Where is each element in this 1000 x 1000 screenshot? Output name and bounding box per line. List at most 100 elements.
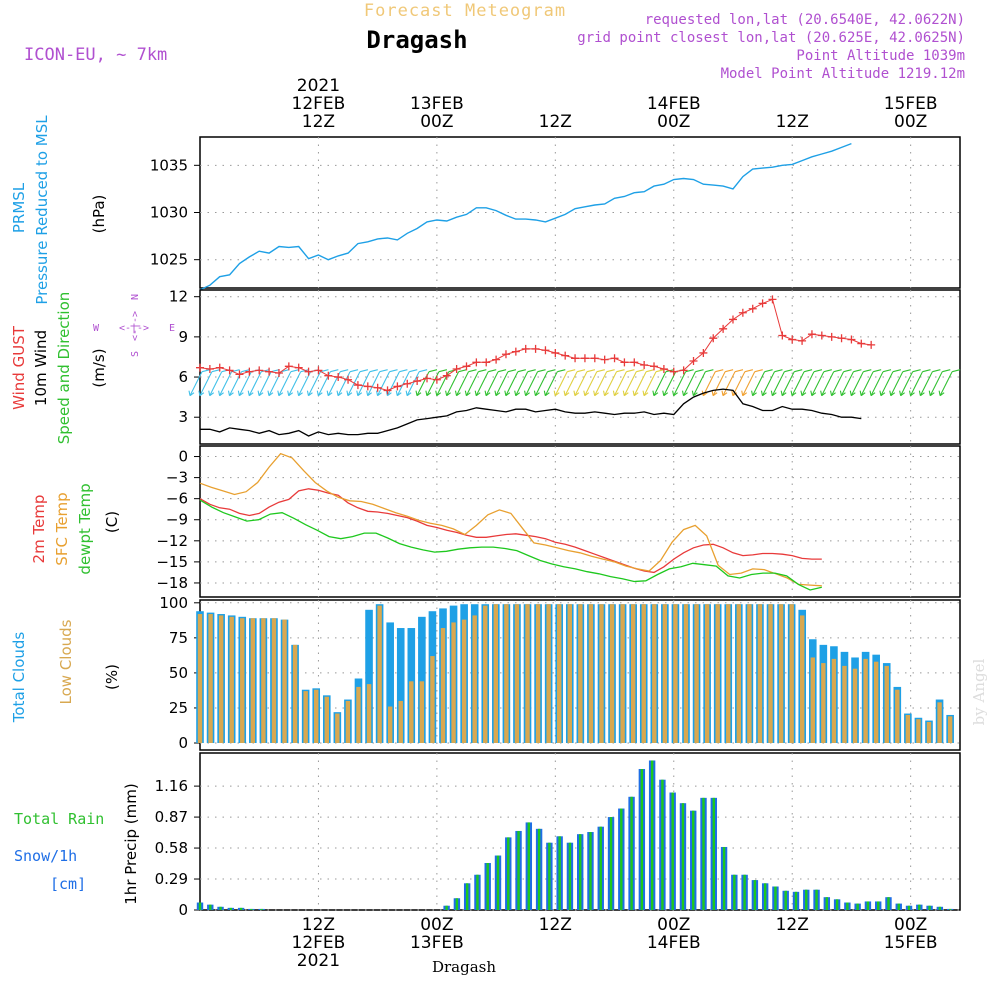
- wind-barb-head: [239, 392, 244, 397]
- gust-marker: [709, 334, 718, 343]
- wind-barb-flag: [873, 369, 882, 373]
- wind-barb-flag: [201, 369, 211, 373]
- wind-barb: [465, 371, 479, 396]
- wind-barb-flag: [241, 369, 250, 373]
- wind-barb-head: [810, 390, 813, 396]
- wind-barb-head: [375, 390, 379, 396]
- time-label-top: 12Z: [539, 112, 572, 132]
- wind-barb-head: [554, 392, 560, 397]
- low-cloud-bar: [324, 696, 329, 743]
- wind-barb: [515, 371, 529, 396]
- low-cloud-bar: [398, 700, 403, 743]
- wind-barb: [732, 371, 746, 396]
- wind-barb: [525, 371, 539, 396]
- wind-barb-head: [751, 390, 754, 396]
- wind-barb: [584, 371, 598, 396]
- wind-barb: [248, 371, 262, 396]
- wind-barb-flag: [547, 369, 556, 373]
- panel-frame: [199, 289, 961, 445]
- wind-barb-flag: [892, 369, 902, 373]
- low-cloud-bar: [884, 665, 889, 743]
- rain-bar: [579, 834, 582, 910]
- gust-marker: [738, 308, 747, 317]
- rain-bar: [517, 830, 520, 910]
- plot-panels: 1025 1030 1035 3 6 9 12 0 −3 −6 −9 −12 −15 −18 0 25 50 75…: [150, 76, 961, 971]
- wind-barb-flag: [685, 369, 694, 373]
- rain-bar: [548, 842, 551, 910]
- wind-barb-head: [366, 390, 369, 396]
- wind-barb-head: [464, 390, 467, 396]
- low-cloud-bar: [683, 604, 689, 743]
- low-cloud-bar: [831, 658, 837, 743]
- wind-barb: [278, 371, 292, 396]
- wind-barb-head: [277, 390, 280, 396]
- wind-barb-head: [258, 392, 264, 397]
- wind-barb-head: [564, 392, 570, 397]
- rain-bar: [815, 889, 818, 910]
- low-cloud-bar: [726, 604, 731, 743]
- wind-barb-head: [227, 390, 231, 396]
- wind-barb-flag: [843, 369, 852, 373]
- gust-marker: [788, 335, 797, 344]
- rain-bar: [712, 797, 715, 910]
- low-cloud-bar: [652, 604, 657, 743]
- gust-marker: [699, 348, 708, 357]
- wind-barb-flag: [754, 369, 763, 373]
- wind-barb-head: [367, 392, 372, 397]
- wind-10m-label: 10m Wind: [32, 330, 50, 406]
- wind-barb-flag: [211, 369, 221, 373]
- wind-barb-head: [426, 392, 432, 397]
- rain-bar: [650, 760, 654, 910]
- wind-barb-head: [405, 390, 408, 396]
- wind-barb-head: [653, 392, 659, 397]
- precip-ylabel: 1hr Precip (mm): [122, 783, 140, 904]
- wind-barb: [337, 371, 351, 396]
- time-label-top: 00Z: [657, 112, 690, 132]
- wind-barb-flag: [419, 369, 428, 373]
- wind-barb-head: [890, 392, 896, 397]
- wind-barb: [367, 371, 381, 396]
- wind-barb-head: [377, 392, 382, 397]
- wind-barb: [771, 371, 785, 396]
- wind-barb-flag: [280, 369, 290, 373]
- low-cloud-bar: [240, 618, 245, 743]
- wind-barb-head: [504, 390, 507, 396]
- wind-barb-head: [859, 390, 862, 396]
- low-cloud-bar: [546, 604, 551, 743]
- gust-marker: [363, 382, 372, 391]
- low-cloud-bar: [789, 604, 794, 743]
- wind-barb-head: [337, 392, 343, 397]
- wind-barb-flag: [626, 369, 635, 373]
- wind-barb: [860, 371, 874, 396]
- wind-barb-flag: [636, 369, 645, 373]
- wind-barb-head: [288, 392, 294, 397]
- wind-barb-flag: [290, 369, 299, 373]
- total-cloud-bar: [418, 616, 426, 743]
- low-cloud-bar: [662, 604, 668, 743]
- wind-barb-head: [780, 390, 783, 396]
- wind-barb-head: [920, 392, 925, 397]
- low-cloud-bar: [430, 656, 435, 743]
- y-tick-label: 1035: [150, 156, 188, 174]
- rain-bar: [476, 874, 479, 910]
- wind-unit: (m/s): [90, 348, 108, 387]
- wind-barb-head: [474, 390, 477, 396]
- gust-marker: [324, 371, 333, 380]
- wind-barb-flag: [488, 369, 497, 373]
- wind-barb-flag: [724, 369, 734, 373]
- temp-panel-label: 2m Temp SFC Temp dewpt Temp (C): [30, 483, 121, 574]
- gust-marker: [432, 375, 441, 384]
- wind-barb: [604, 371, 618, 396]
- wind-barb-head: [908, 390, 912, 396]
- wind-barb-head: [612, 390, 615, 396]
- wind-barb-head: [494, 390, 497, 396]
- low-cloud-bar: [271, 618, 277, 743]
- wind-barb-head: [535, 392, 540, 397]
- wind-barb-flag: [616, 369, 625, 373]
- wind-barb-head: [831, 392, 836, 397]
- wind-barb: [850, 371, 864, 396]
- wind-barb-head: [672, 390, 675, 396]
- gust-marker: [334, 373, 343, 382]
- gust-marker: [778, 331, 787, 340]
- grid-point-lonlat: grid point closest lon,lat (20.625E, 42.…: [577, 30, 965, 46]
